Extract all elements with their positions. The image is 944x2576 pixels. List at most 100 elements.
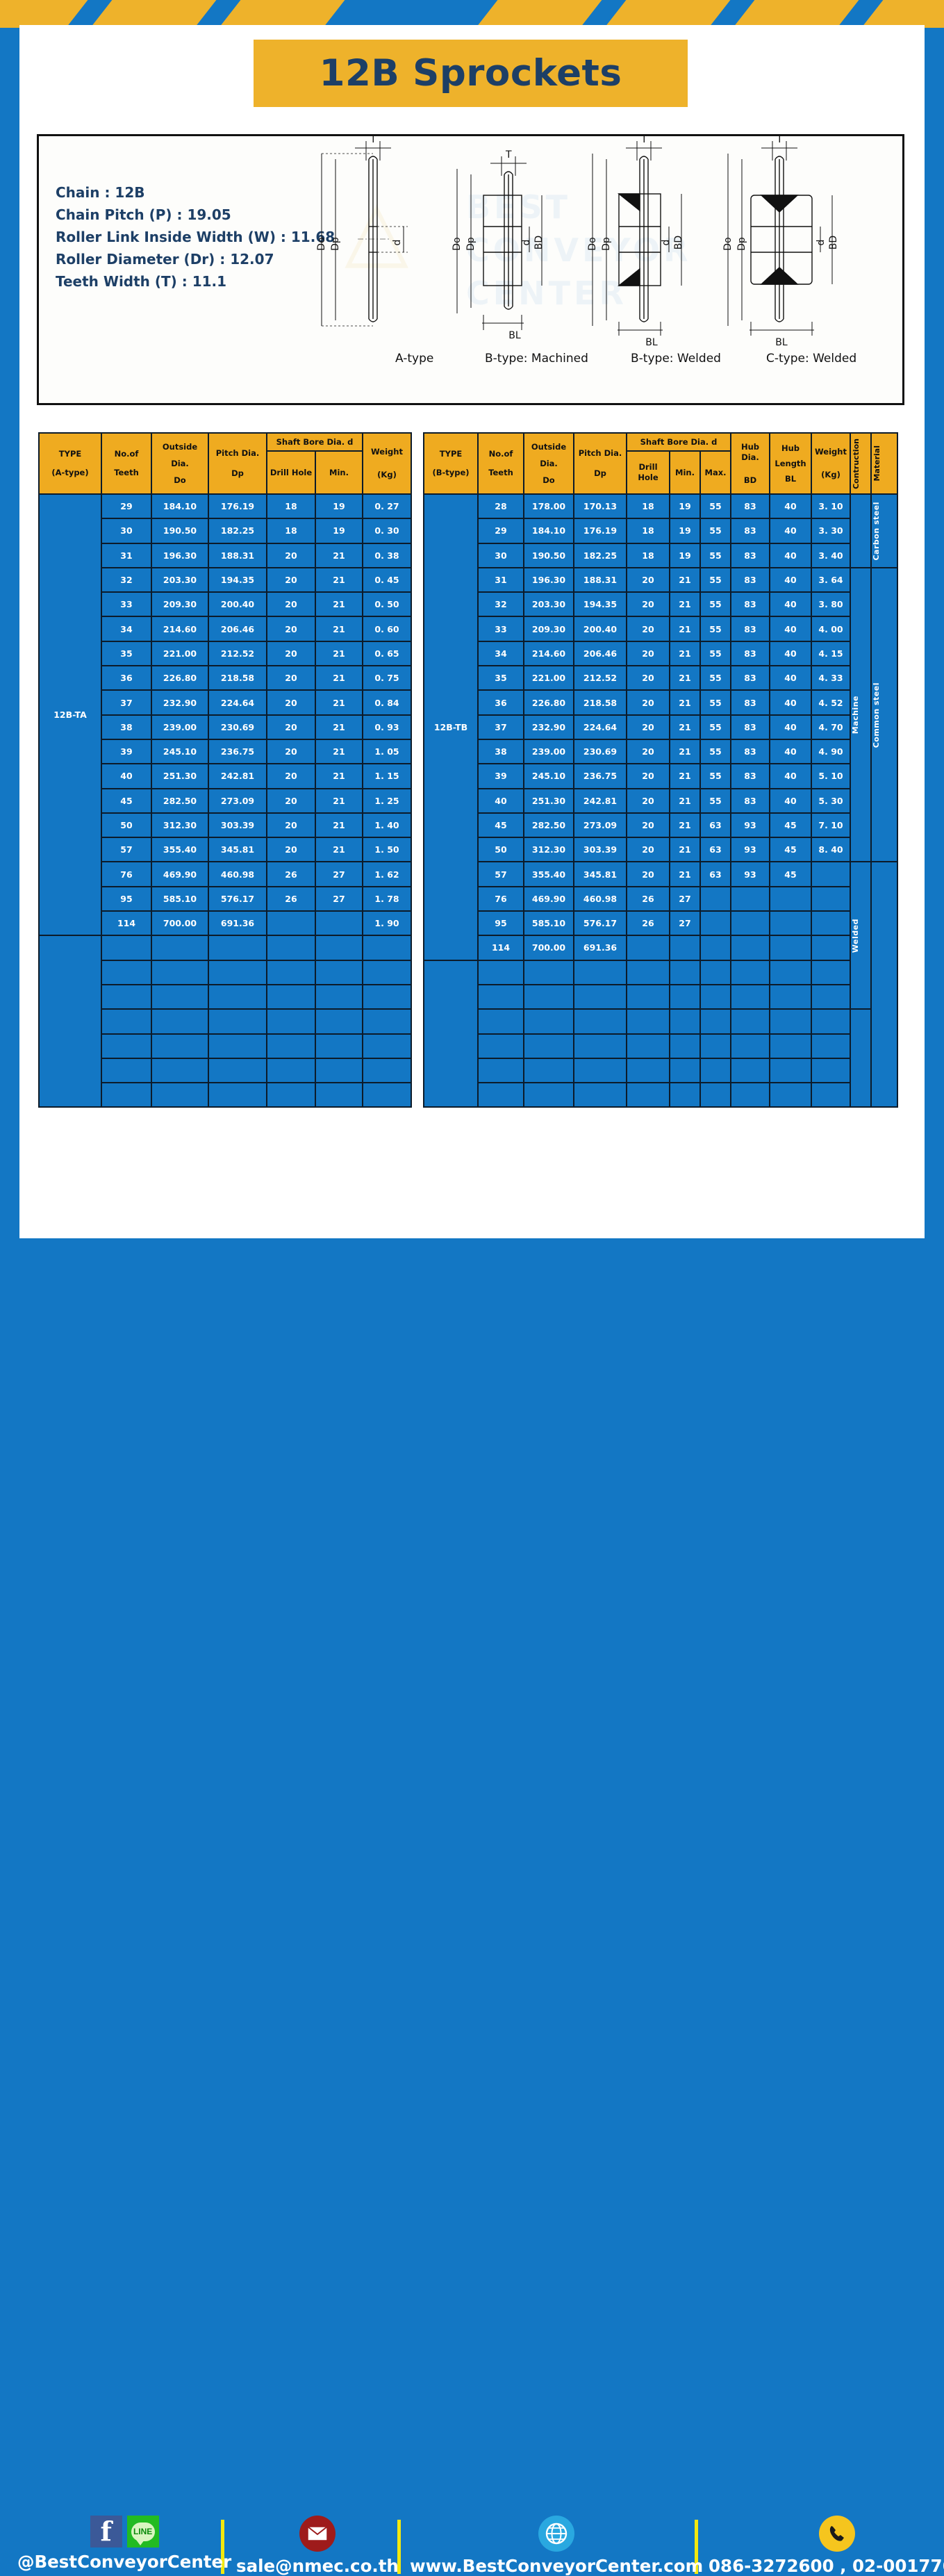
cell-type-label: 12B-TA	[38, 493, 102, 937]
table-cell	[208, 959, 267, 985]
table-cell: 21	[315, 591, 363, 618]
facebook-line-icon[interactable]: f LINE	[90, 2516, 159, 2548]
table-cell: 19	[669, 542, 701, 568]
table-cell	[362, 1057, 412, 1084]
table-cell: 345.81	[208, 837, 267, 863]
stripe	[724, 0, 867, 28]
table-cell	[101, 983, 152, 1010]
table-cell	[730, 1033, 770, 1059]
globe-icon[interactable]	[538, 2516, 575, 2552]
th-a-outside-dia: Outside Dia. Do	[151, 432, 209, 495]
table-cell: 40	[769, 542, 812, 568]
table-cell: 83	[730, 591, 770, 618]
table-cell: 18	[626, 518, 670, 544]
th-a-type-l2: (A-type)	[51, 468, 89, 477]
svg-text:BL: BL	[645, 337, 658, 348]
th-a-min: Min.	[315, 450, 363, 495]
table-row: 38 239.00 230.69 20 21 0. 93	[39, 714, 412, 740]
table-row: 32 203.30 194.35 20 21 55 83 40 3. 80	[424, 591, 897, 618]
table-cell	[730, 983, 770, 1010]
table-cell	[101, 1033, 152, 1059]
line-badge: LINE	[131, 2522, 155, 2545]
table-cell	[811, 1057, 851, 1084]
table-cell: 691.36	[573, 935, 627, 961]
table-cell	[699, 959, 731, 985]
cell-construction: Machine	[850, 566, 872, 863]
table-cell: 45	[477, 812, 524, 839]
table-a-type: TYPE (A-type) No.of Teeth Outside Dia. D…	[38, 432, 412, 1108]
table-cell: 3. 64	[811, 566, 851, 593]
table-row	[39, 1008, 412, 1035]
b-type-machined-drawing	[456, 156, 543, 330]
table-row: 114 700.00 691.36 1. 90	[39, 910, 412, 937]
table-row: 45 282.50 273.09 20 21 1. 25	[39, 787, 412, 814]
phone-icon[interactable]	[819, 2516, 856, 2552]
phone-glyph	[830, 2526, 845, 2541]
table-cell: 230.69	[208, 714, 267, 740]
footer-item-website[interactable]: www.BestConveyorCenter.com	[410, 2516, 703, 2576]
svg-text:BD: BD	[828, 236, 839, 249]
table-cell	[523, 959, 574, 985]
stripe	[852, 0, 944, 28]
footer-item-phone[interactable]: 086-3272600 , 02-0017766	[709, 2516, 944, 2576]
th-b-type-l1: TYPE	[439, 449, 463, 459]
table-row: 33 209.30 200.40 20 21 0. 50	[39, 591, 412, 618]
table-cell: 242.81	[573, 787, 627, 814]
footer-item-email[interactable]: sale@nmec.co.th	[236, 2516, 399, 2576]
th-a-teeth-l2: Teeth	[114, 468, 139, 477]
table-cell: 700.00	[151, 910, 209, 937]
table-cell: 0. 84	[362, 689, 412, 716]
table-cell: 170.13	[573, 493, 627, 520]
table-row	[39, 1057, 412, 1084]
table-cell: 203.30	[151, 566, 209, 593]
table-cell: 21	[315, 763, 363, 789]
email-icon[interactable]	[299, 2516, 336, 2552]
table-cell	[769, 1082, 812, 1108]
table-cell: 33	[101, 591, 152, 618]
svg-text:BD: BD	[533, 236, 545, 249]
table-cell: 40	[769, 518, 812, 544]
table-cell: 21	[315, 616, 363, 642]
table-cell: 20	[626, 861, 670, 887]
table-cell: 21	[669, 616, 701, 642]
table-cell	[769, 983, 812, 1010]
th-b-construction-label: Contruction	[852, 438, 861, 489]
table-cell	[101, 935, 152, 961]
table-cell: 20	[626, 566, 670, 593]
footer-item-social[interactable]: f LINE @BestConveyorCenter	[17, 2516, 231, 2572]
table-cell	[362, 983, 412, 1010]
table-cell: 55	[699, 591, 731, 618]
table-cell: 0. 50	[362, 591, 412, 618]
cell-material	[870, 861, 898, 1108]
table-row: 34 214.60 206.46 20 21 55 83 40 4. 15	[424, 640, 897, 667]
table-row	[38, 935, 412, 1108]
table-cell: 20	[266, 566, 316, 593]
th-b-hub-length: Hub Length BL	[769, 432, 812, 495]
table-cell	[699, 885, 731, 912]
facebook-icon[interactable]: f	[90, 2516, 122, 2548]
table-row	[39, 983, 412, 1010]
th-b-outside-l2: Dia.	[540, 458, 558, 468]
table-cell: 184.10	[523, 518, 574, 544]
table-cell: 194.35	[208, 566, 267, 593]
svg-text:Do: Do	[316, 237, 327, 250]
table-b-type: TYPE (B-type) No.of Teeth Outside Dia. D…	[423, 432, 898, 1108]
th-a-weight-l2: (Kg)	[377, 470, 397, 479]
table-cell: 21	[669, 738, 701, 765]
table-cell: 57	[101, 837, 152, 863]
th-b-teeth: No.of Teeth	[477, 432, 524, 495]
table-row	[424, 1033, 897, 1059]
table-row: 40 251.30 242.81 20 21 1. 15	[39, 763, 412, 789]
table-cell: 76	[477, 885, 524, 912]
table-cell	[626, 1082, 670, 1108]
table-cell	[315, 1057, 363, 1084]
table-cell: 18	[266, 518, 316, 544]
table-cell: 20	[266, 837, 316, 863]
table-cell: 20	[266, 591, 316, 618]
table-cell: 45	[769, 861, 812, 887]
table-cell: 40	[769, 738, 812, 765]
line-icon[interactable]: LINE	[126, 2516, 159, 2548]
th-b-pitch-l1: Pitch Dia.	[578, 448, 622, 458]
table-cell: 230.69	[573, 738, 627, 765]
table-cell	[699, 1057, 731, 1084]
